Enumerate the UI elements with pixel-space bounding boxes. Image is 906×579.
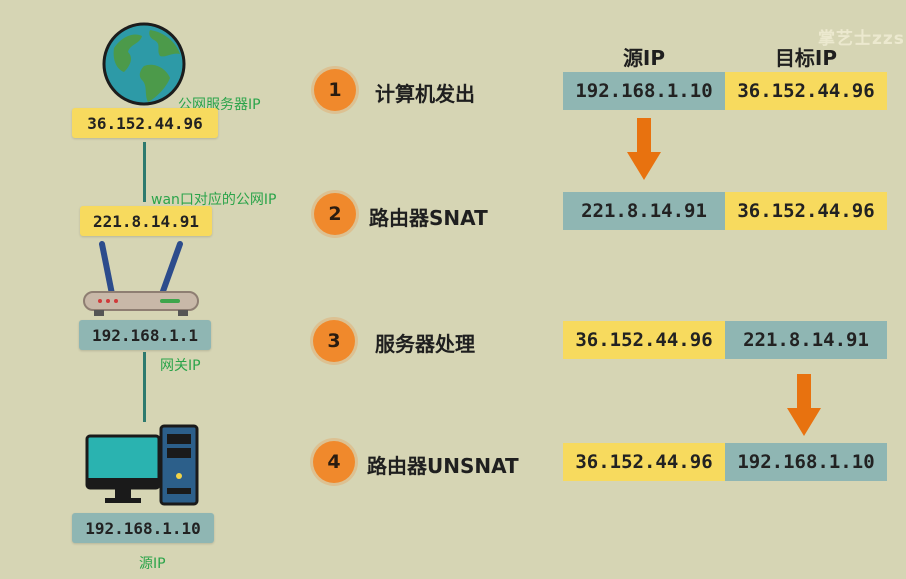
source-ip-cell: 36.152.44.96 [563,321,725,359]
column-header-source: 源IP [622,46,666,70]
step-number: 4 [313,441,355,483]
step-number: 1 [314,69,356,111]
dest-ip-cell: 36.152.44.96 [725,72,887,110]
computer-icon [85,424,199,506]
globe-icon [102,22,186,106]
down-arrow-icon [787,374,821,436]
router-wan-note: wan口对应的公网IP [151,192,277,208]
source-ip-cell: 192.168.1.10 [563,72,725,110]
watermark: 掌艺士zzs [818,29,905,49]
dest-ip-cell: 192.168.1.10 [725,443,887,481]
step-label: 路由器UNSNAT [367,454,519,478]
client-ip-box: 192.168.1.10 [72,513,214,543]
source-ip-cell: 36.152.44.96 [563,443,725,481]
down-arrow-icon [627,118,661,180]
router-wan-ip-box: 221.8.14.91 [80,206,212,236]
router-icon [83,241,199,316]
router-lan-note: 网关IP [160,358,201,374]
step-label: 服务器处理 [375,332,475,356]
step-number: 3 [313,320,355,362]
link-router-client [143,352,146,422]
link-server-router [143,142,146,202]
source-ip-cell: 221.8.14.91 [563,192,725,230]
step-label: 计算机发出 [375,82,475,106]
column-header-dest: 目标IP [774,46,838,70]
server-ip-box: 36.152.44.96 [72,108,218,138]
dest-ip-cell: 36.152.44.96 [725,192,887,230]
dest-ip-cell: 221.8.14.91 [725,321,887,359]
router-lan-ip-box: 192.168.1.1 [79,320,211,350]
step-number: 2 [314,193,356,235]
client-note: 源IP [139,556,166,572]
step-label: 路由器SNAT [369,206,488,230]
